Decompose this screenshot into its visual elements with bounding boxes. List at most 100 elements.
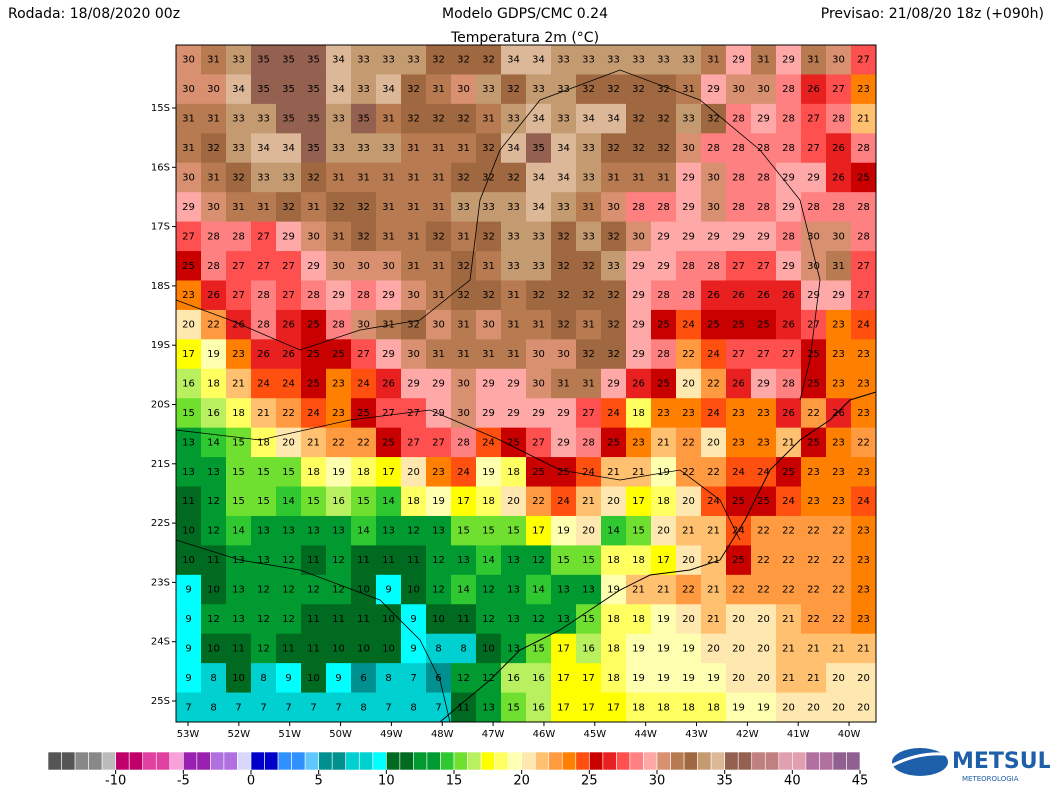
temperature-value: 31 <box>532 320 545 331</box>
temperature-cell <box>826 103 852 134</box>
temperature-value: 34 <box>532 55 545 66</box>
temperature-cell <box>301 692 327 723</box>
temperature-value: 23 <box>232 349 245 360</box>
temperature-cell <box>826 663 852 694</box>
temperature-value: 33 <box>582 172 595 183</box>
temperature-cell <box>301 368 327 399</box>
temperature-value: 25 <box>657 379 670 390</box>
temperature-cell <box>201 309 227 340</box>
temperature-value: 35 <box>282 55 295 66</box>
temperature-cell <box>776 663 802 694</box>
temperature-cell <box>751 309 777 340</box>
temperature-value: 28 <box>732 172 745 183</box>
temperature-value: 32 <box>457 55 470 66</box>
temperature-cell <box>351 162 377 193</box>
temperature-value: 31 <box>432 202 445 213</box>
temperature-value: 27 <box>407 437 420 448</box>
temperature-cell <box>701 427 727 458</box>
temperature-value: 11 <box>307 643 320 654</box>
temperature-cell <box>451 368 477 399</box>
temperature-cell <box>801 663 827 694</box>
lon-label: 40W <box>838 729 861 740</box>
temperature-value: 31 <box>657 172 670 183</box>
temperature-value: 28 <box>707 261 720 272</box>
temperature-cell <box>451 427 477 458</box>
temperature-value: 33 <box>532 84 545 95</box>
temperature-cell <box>326 251 352 281</box>
temperature-cell <box>776 545 802 576</box>
temperature-cell <box>726 457 752 488</box>
temperature-value: 10 <box>357 643 370 654</box>
temperature-value: 15 <box>232 467 245 478</box>
temperature-value: 21 <box>307 437 320 448</box>
temperature-value: 32 <box>632 114 645 125</box>
temperature-cell <box>601 457 627 488</box>
temperature-value: 24 <box>582 467 595 478</box>
temperature-value: 26 <box>382 379 395 390</box>
temperature-value: 13 <box>257 555 270 566</box>
temperature-cell <box>801 74 827 105</box>
temperature-value: 21 <box>782 673 795 684</box>
temperature-cell <box>751 604 777 635</box>
temperature-value: 16 <box>582 643 595 654</box>
temperature-cell <box>601 103 627 134</box>
temperature-cell <box>676 162 702 193</box>
temperature-cell <box>701 339 727 370</box>
temperature-value: 22 <box>757 555 770 566</box>
lon-label: 52W <box>228 729 251 740</box>
temperature-value: 17 <box>632 496 645 507</box>
temperature-value: 19 <box>657 643 670 654</box>
temperature-cell <box>401 368 427 399</box>
temperature-value: 7 <box>260 702 266 713</box>
temperature-value: 24 <box>857 320 870 331</box>
temperature-cell <box>401 339 427 370</box>
temperature-value: 30 <box>407 290 420 301</box>
temperature-cell <box>801 221 827 252</box>
temperature-cell <box>601 515 627 546</box>
temperature-cell <box>701 545 727 576</box>
temperature-value: 12 <box>332 585 345 596</box>
temperature-cell <box>751 427 777 458</box>
temperature-cell <box>226 663 252 694</box>
temperature-value: 32 <box>582 84 595 95</box>
temperature-cell <box>301 133 327 164</box>
temperature-cell <box>451 192 477 223</box>
temperature-cell <box>676 221 702 252</box>
temperature-cell <box>526 515 552 546</box>
temperature-cell <box>576 457 602 488</box>
temperature-cell <box>426 192 452 223</box>
temperature-cell <box>201 45 227 75</box>
temperature-value: 25 <box>707 320 720 331</box>
temperature-value: 11 <box>282 643 295 654</box>
temperature-value: 31 <box>207 114 220 125</box>
colorbar-swatch <box>697 751 712 771</box>
temperature-cell <box>401 221 427 252</box>
temperature-cell <box>276 663 302 694</box>
colorbar-swatch <box>318 751 333 771</box>
temperature-value: 18 <box>507 467 520 478</box>
temperature-cell <box>851 486 877 517</box>
temperature-cell <box>551 427 577 458</box>
temperature-cell <box>676 663 702 694</box>
colorbar-swatch <box>413 751 428 771</box>
temperature-cell <box>201 103 227 134</box>
temperature-value: 33 <box>532 261 545 272</box>
temperature-value: 32 <box>332 202 345 213</box>
temperature-value: 22 <box>807 526 820 537</box>
temperature-cell <box>176 251 202 281</box>
temperature-value: 28 <box>257 320 270 331</box>
temperature-value: 32 <box>657 84 670 95</box>
temperature-value: 24 <box>607 408 620 419</box>
temperature-value: 8 <box>435 643 441 654</box>
temperature-cell <box>601 309 627 340</box>
temperature-value: 13 <box>232 585 245 596</box>
temperature-cell <box>551 574 577 605</box>
temperature-cell <box>426 251 452 281</box>
temperature-value: 14 <box>532 585 545 596</box>
temperature-value: 23 <box>832 496 845 507</box>
temperature-cell <box>351 74 377 105</box>
temperature-cell <box>651 486 677 517</box>
temperature-cell <box>451 692 477 723</box>
temperature-cell <box>851 398 877 429</box>
temperature-value: 32 <box>457 172 470 183</box>
